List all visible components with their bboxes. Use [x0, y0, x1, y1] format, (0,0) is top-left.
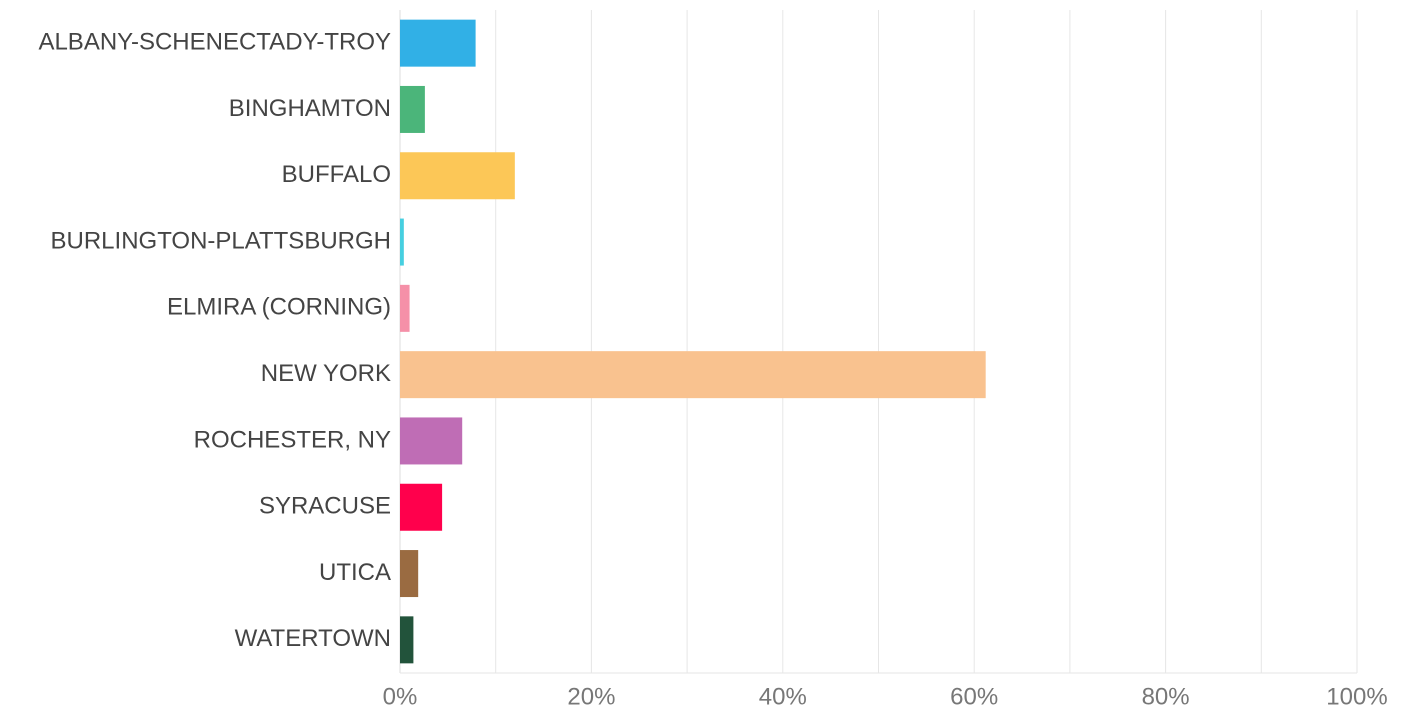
- bar: [400, 417, 463, 465]
- y-tick-label: ROCHESTER, NY: [194, 426, 391, 453]
- bar: [400, 351, 986, 399]
- bar: [400, 152, 515, 200]
- bar: [400, 19, 476, 67]
- x-tick-label: 80%: [1142, 683, 1190, 710]
- bar: [400, 284, 410, 332]
- x-tick-label: 100%: [1326, 683, 1387, 710]
- bar: [400, 616, 414, 664]
- y-tick-label: BUFFALO: [282, 161, 391, 188]
- bar: [400, 483, 443, 531]
- y-tick-label: BINGHAMTON: [229, 95, 391, 122]
- y-tick-label: SYRACUSE: [259, 493, 391, 520]
- y-tick-label: ELMIRA (CORNING): [167, 294, 391, 321]
- y-tick-label: BURLINGTON-PLATTSBURGH: [51, 227, 392, 254]
- x-tick-label: 20%: [567, 683, 615, 710]
- y-tick-label: WATERTOWN: [235, 625, 391, 652]
- x-tick-label: 60%: [950, 683, 998, 710]
- bar: [400, 218, 404, 266]
- y-tick-label: ALBANY-SCHENECTADY-TROY: [38, 28, 391, 55]
- bar: [400, 85, 425, 133]
- bar: [400, 550, 419, 598]
- y-tick-label: NEW YORK: [261, 360, 391, 387]
- x-tick-label: 0%: [383, 683, 418, 710]
- y-tick-label: UTICA: [319, 559, 391, 586]
- x-tick-label: 40%: [759, 683, 807, 710]
